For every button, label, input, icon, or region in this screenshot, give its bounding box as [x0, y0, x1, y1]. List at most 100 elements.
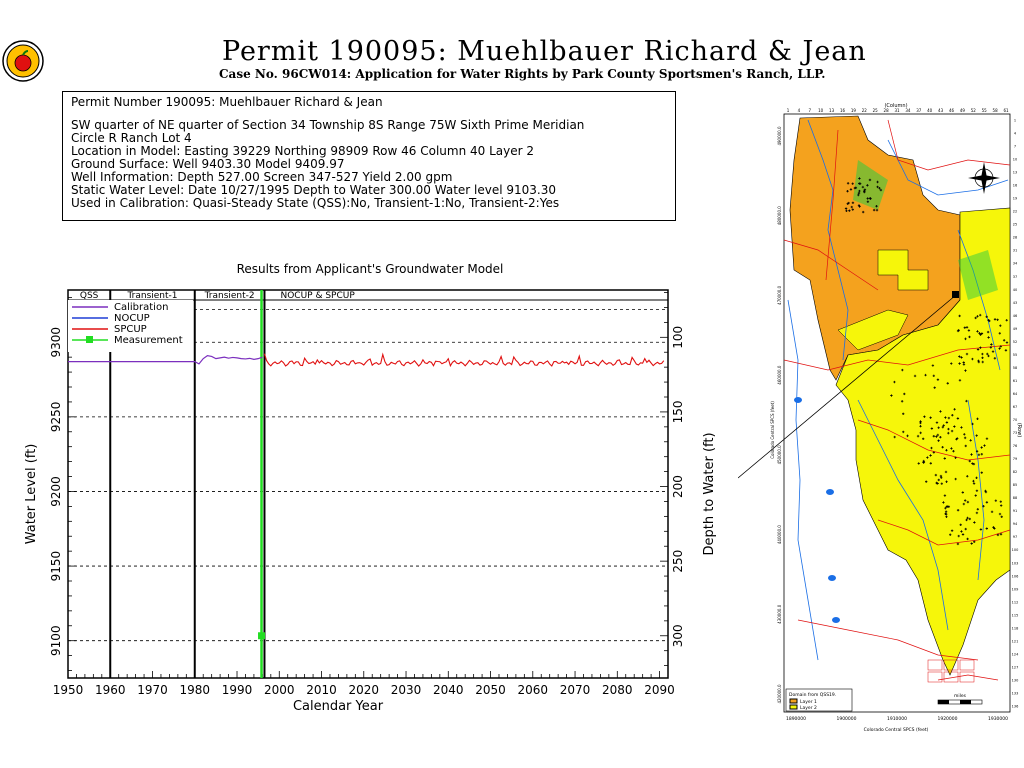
map-row-tick: 127 — [1012, 665, 1019, 669]
map-well-marker — [958, 314, 961, 318]
map-well-marker — [975, 450, 979, 453]
map-well-marker — [998, 347, 1001, 350]
map-well-marker — [916, 434, 920, 438]
map-river — [807, 119, 849, 361]
well-info-box: Permit Number 190095: Muehlbauer Richard… — [62, 91, 676, 221]
map-well-marker — [939, 435, 942, 439]
map-well-marker — [976, 330, 979, 333]
map-well-marker — [971, 462, 974, 465]
map-well-marker — [985, 527, 989, 530]
map-well-marker — [919, 431, 922, 435]
north-arrow-icon — [968, 162, 1000, 194]
x-tick-label: 1990 — [222, 683, 253, 697]
map-well-marker — [945, 515, 948, 518]
x-tick-label: 2070 — [560, 683, 591, 697]
x-tick-label: 2050 — [475, 683, 506, 697]
map-column-tick: 13 — [829, 108, 835, 113]
map-lake — [826, 489, 834, 495]
map-well-marker — [966, 537, 969, 541]
map-well-marker — [985, 437, 989, 440]
legend-label: SPCUP — [114, 324, 147, 335]
map-row-tick: 112 — [1012, 600, 1019, 604]
map-parcel — [943, 659, 959, 671]
x-tick-label: 1950 — [53, 683, 84, 697]
map-well-marker — [1005, 341, 1009, 344]
map-well-marker — [975, 476, 978, 480]
map-well-marker — [983, 444, 986, 447]
map-well-marker — [934, 473, 938, 477]
map-well-marker — [959, 523, 962, 527]
map-column-tick: 7 — [809, 108, 812, 113]
map-row-tick: 52 — [1013, 340, 1017, 344]
map-well-marker — [980, 332, 984, 335]
map-well-marker — [890, 394, 893, 397]
legend-label: Calibration — [114, 302, 168, 313]
map-well-marker — [939, 474, 943, 478]
map-row-tick: 85 — [1013, 483, 1017, 487]
info-line: Permit Number 190095: Muehlbauer Richard… — [71, 95, 383, 109]
map-well-marker — [902, 430, 905, 434]
map-well-marker — [923, 415, 926, 418]
map-road — [877, 519, 1011, 546]
map-well-marker — [858, 189, 861, 193]
chart-title: Results from Applicant's Groundwater Mod… — [237, 262, 504, 276]
map-well-marker — [932, 434, 936, 438]
map-road — [825, 129, 839, 281]
map-well-marker — [965, 326, 969, 329]
y-tick-label: 9200 — [49, 476, 63, 507]
map-leader-line — [738, 294, 957, 479]
map-well-marker — [994, 499, 998, 502]
map-x-ticks: 1890000 1900000 1910000 1920000 1930000 — [786, 716, 1008, 722]
map-well-marker — [919, 425, 922, 428]
map-well-marker — [986, 352, 989, 356]
x-tick-label: 2080 — [602, 683, 633, 697]
map-patch — [853, 160, 888, 210]
map-well-marker — [861, 210, 865, 214]
map-left-label: Colorado Central SPCS (feet) — [770, 401, 775, 459]
map-well-marker — [966, 516, 969, 520]
x-tick-label: 1960 — [95, 683, 126, 697]
map-row-tick: 4 — [1014, 132, 1017, 136]
map-well-marker — [919, 420, 922, 423]
map-lake — [828, 575, 836, 581]
map-river — [887, 139, 1009, 196]
map-well-marker — [925, 480, 928, 483]
map-well-marker — [957, 534, 960, 538]
map-well-marker — [857, 193, 860, 197]
map-row-tick: 106 — [1012, 574, 1019, 578]
map-y-tick: 490000.0 — [777, 126, 782, 146]
map-row-tick: 124 — [1012, 652, 1019, 656]
map-row-tick: 43 — [1013, 301, 1017, 305]
map-well-marker — [930, 427, 934, 430]
map-well-marker — [846, 189, 849, 193]
map-well-marker — [947, 505, 951, 508]
info-line: Circle R Ranch Lot 4 — [71, 131, 192, 145]
map-well-marker — [972, 462, 976, 466]
map-well-marker — [953, 408, 956, 411]
map-well-marker — [998, 512, 1002, 516]
map-row-tick: 76 — [1013, 444, 1017, 448]
map-well-marker — [965, 399, 968, 403]
map-y-tick: 480000.0 — [777, 206, 782, 226]
map-well-marker — [868, 178, 872, 182]
map-y-tick: 430000.0 — [777, 604, 782, 624]
map-well-marker — [990, 343, 993, 346]
map-well-marker — [943, 494, 947, 497]
map-well-marker — [968, 517, 971, 521]
map-column-tick: 28 — [884, 108, 890, 113]
map-well-marker — [979, 333, 982, 336]
map-well-marker — [846, 182, 850, 185]
map-well-marker — [971, 422, 974, 426]
map-legend-title: Domain from QSS19. — [789, 692, 836, 698]
map-well-marker — [977, 453, 981, 457]
map-feature — [837, 309, 909, 351]
map-well-marker — [975, 489, 979, 492]
map-row-tick: 94 — [1013, 522, 1018, 526]
map-well-marker — [986, 330, 990, 334]
map-x-tick: 1930000 — [988, 716, 1008, 722]
map-row-tick: 64 — [1013, 392, 1018, 396]
map-road — [783, 344, 1011, 371]
period-label: Transient-2 — [204, 291, 255, 301]
map-well-marker — [875, 204, 878, 208]
map-road — [887, 119, 1011, 171]
